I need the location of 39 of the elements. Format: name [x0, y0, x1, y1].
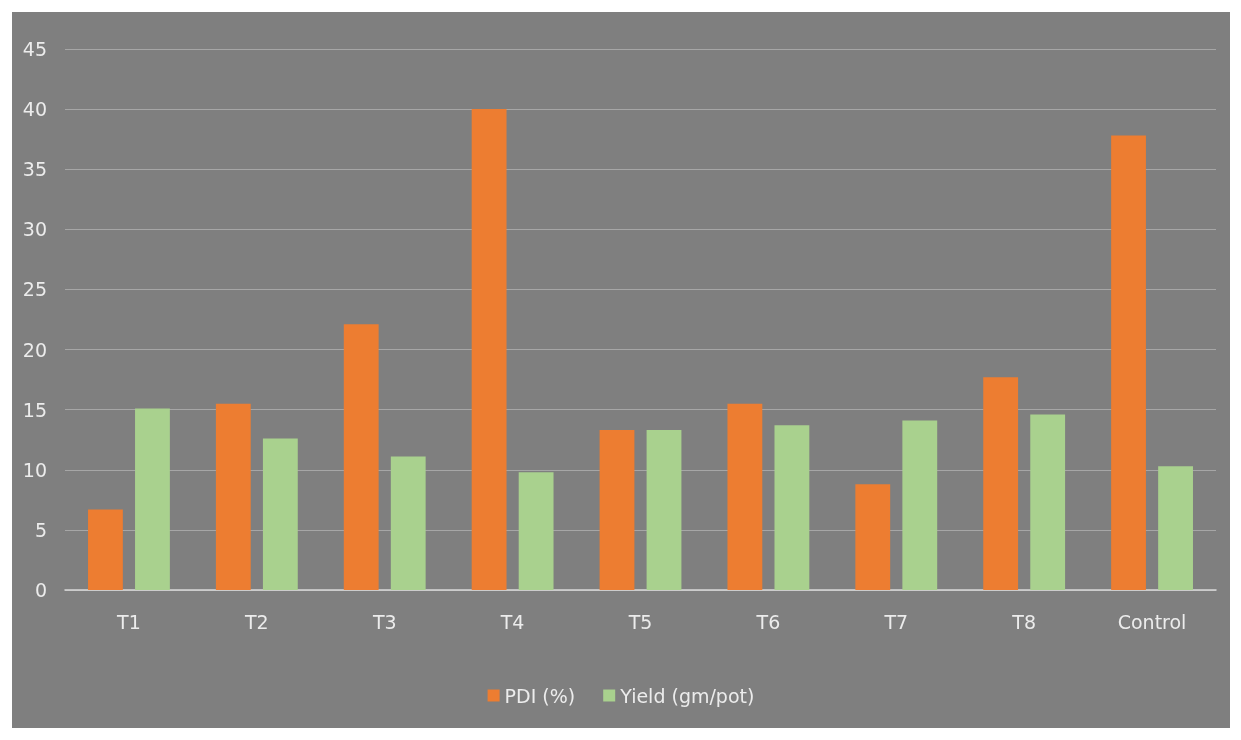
- bar: [983, 377, 1019, 590]
- y-tick-label: 25: [22, 278, 47, 301]
- y-tick-label: 5: [34, 518, 47, 541]
- y-tick-label: 30: [22, 218, 47, 241]
- bar: [599, 430, 635, 590]
- bar: [774, 425, 810, 590]
- x-tick-label: T6: [755, 610, 781, 633]
- bar: [1030, 414, 1066, 590]
- legend-label: Yield (gm/pot): [619, 684, 755, 707]
- y-tick-label: 15: [22, 398, 47, 421]
- x-tick-label: T8: [1011, 610, 1037, 633]
- x-tick-label: T1: [116, 610, 141, 633]
- y-tick-label: 0: [34, 579, 47, 601]
- bar: [1111, 135, 1146, 590]
- bar: [471, 109, 507, 590]
- bar: [727, 403, 763, 590]
- bar: [902, 420, 938, 590]
- bar: [88, 509, 123, 590]
- bar: [390, 456, 426, 590]
- y-tick-label: 45: [22, 38, 47, 60]
- x-tick-label: Control: [1117, 610, 1187, 633]
- legend-label: PDI (%): [504, 684, 576, 707]
- bar: [262, 438, 298, 590]
- bar: [518, 472, 554, 590]
- bar: [135, 408, 170, 590]
- x-tick-label: T2: [243, 610, 269, 633]
- bar: [646, 430, 682, 590]
- y-tick-label: 40: [22, 98, 47, 121]
- bar: [343, 324, 379, 590]
- y-tick-label: 10: [22, 458, 47, 481]
- y-tick-label: 35: [22, 158, 47, 181]
- x-tick-label: T7: [883, 610, 909, 633]
- x-tick-label: T4: [499, 610, 525, 633]
- y-tick-label: 20: [22, 338, 47, 361]
- bar: [215, 403, 251, 590]
- bar: [855, 484, 891, 590]
- x-tick-label: T3: [371, 610, 397, 633]
- bar: [1158, 466, 1193, 590]
- x-tick-label: T5: [627, 610, 653, 633]
